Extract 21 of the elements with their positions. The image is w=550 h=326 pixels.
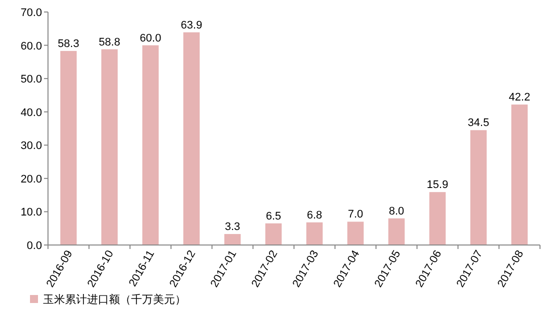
ytick: 60.0 <box>20 40 42 52</box>
data-label: 8.0 <box>388 205 404 218</box>
ytick: 70.0 <box>20 7 42 19</box>
data-label: 58.8 <box>98 36 120 48</box>
data-label: 63.9 <box>180 19 202 32</box>
ytick: 10.0 <box>20 206 42 219</box>
data-label: 34.5 <box>468 117 490 130</box>
data-label: 7.0 <box>348 208 364 221</box>
legend: 玉米累计进口额（千万美元） <box>43 294 186 306</box>
data-label: 58.3 <box>58 38 80 50</box>
ytick: 0.0 <box>26 240 42 252</box>
ytick: 20.0 <box>20 173 42 186</box>
ytick: 40.0 <box>20 106 42 119</box>
data-label: 6.5 <box>266 210 282 222</box>
ytick: 30.0 <box>20 140 42 152</box>
data-label: 15.9 <box>426 179 448 192</box>
data-label: 6.8 <box>306 209 322 222</box>
data-label: 42.2 <box>508 92 530 104</box>
ytick: 50.0 <box>20 74 42 86</box>
data-label: 60.0 <box>140 32 162 44</box>
data-label: 3.3 <box>224 221 240 234</box>
